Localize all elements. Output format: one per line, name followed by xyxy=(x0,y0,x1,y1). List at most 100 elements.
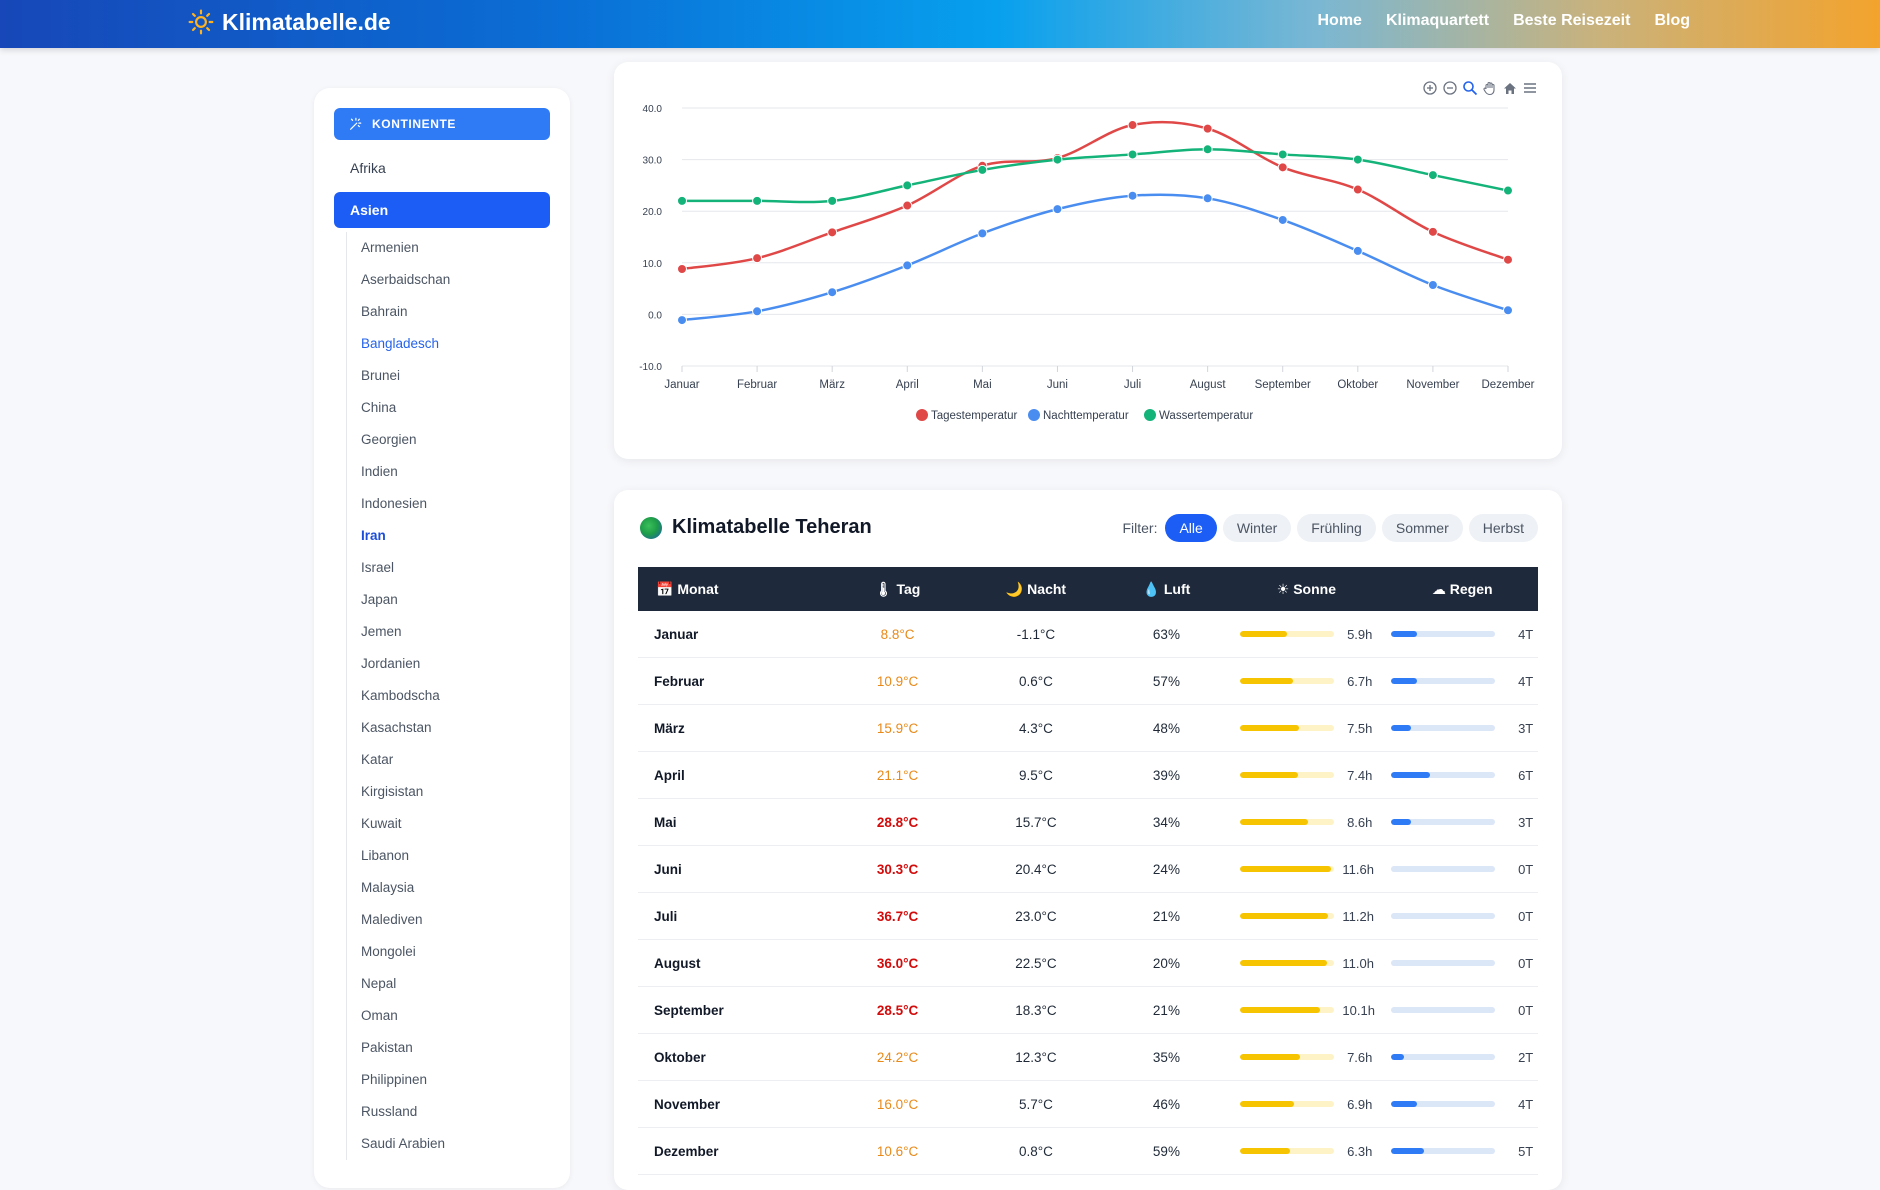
cell-month: Oktober xyxy=(638,1033,830,1081)
cell-rain: 5T xyxy=(1386,1127,1538,1175)
country-item-israel[interactable]: Israel xyxy=(361,560,395,575)
data-point-nachttemperatur xyxy=(1352,245,1363,256)
col-monat: 📅 Monat xyxy=(638,567,830,611)
cell-humidity: 59% xyxy=(1106,1127,1227,1175)
cell-month: April xyxy=(638,751,830,799)
country-item-bahrain[interactable]: Bahrain xyxy=(361,304,408,319)
data-point-nachttemperatur xyxy=(1277,214,1288,225)
sun-hours: 7.6h xyxy=(1347,1049,1373,1065)
cell-humidity: 39% xyxy=(1106,751,1227,799)
sun-bar-fill xyxy=(1240,819,1308,825)
country-item-nepal[interactable]: Nepal xyxy=(361,976,397,991)
country-item-kuwait[interactable]: Kuwait xyxy=(361,816,402,831)
country-item-kambodscha[interactable]: Kambodscha xyxy=(361,688,440,703)
country-item-jemen[interactable]: Jemen xyxy=(361,624,402,639)
country-item-georgien[interactable]: Georgien xyxy=(361,432,417,447)
sun-icon: ☀ xyxy=(1276,580,1290,597)
country-item-jordanien[interactable]: Jordanien xyxy=(361,656,421,671)
site-logo[interactable]: Klimatabelle.de xyxy=(188,0,391,44)
data-point-tagestemperatur xyxy=(677,263,687,274)
cell-humidity: 34% xyxy=(1106,798,1227,846)
sun-hours: 6.7h xyxy=(1347,673,1373,689)
cell-humidity: 24% xyxy=(1106,845,1227,893)
data-point-nachttemperatur xyxy=(1427,279,1438,290)
rain-days: 3T xyxy=(1518,720,1534,736)
zoom-out-icon[interactable] xyxy=(1442,80,1458,96)
nav-beste-reisezeit[interactable]: Beste Reisezeit xyxy=(1513,12,1631,29)
selection-zoom-icon[interactable] xyxy=(1462,80,1478,96)
series-line-wassertemperatur xyxy=(681,148,1509,204)
cell-day-temp: 8.8°C xyxy=(829,611,966,658)
country-item-armenien[interactable]: Armenien xyxy=(361,240,419,255)
cell-month: September xyxy=(638,986,830,1034)
table-row: August 36.0°C 22.5°C 20% 11.0h 0T xyxy=(638,939,1538,987)
filter-sommer[interactable]: Sommer xyxy=(1381,514,1463,542)
cell-night-temp: -1.1°C xyxy=(965,611,1107,658)
cell-day-temp: 10.9°C xyxy=(829,657,966,705)
rain-bar-fill xyxy=(1391,1054,1405,1060)
country-item-kasachstan[interactable]: Kasachstan xyxy=(361,720,432,735)
country-item-iran[interactable]: Iran xyxy=(361,528,386,543)
sun-bar-fill xyxy=(1240,725,1300,731)
cell-night-temp: 20.4°C xyxy=(965,845,1107,893)
data-point-wassertemperatur xyxy=(1202,144,1213,155)
country-item-russland[interactable]: Russland xyxy=(361,1104,418,1119)
menu-icon[interactable] xyxy=(1522,80,1538,96)
table-title-text: Klimatabelle Teheran xyxy=(672,516,872,538)
country-item-katar[interactable]: Katar xyxy=(361,752,394,767)
country-item-kirgisistan[interactable]: Kirgisistan xyxy=(361,784,424,799)
globe-icon xyxy=(640,516,662,539)
pan-hand-icon[interactable] xyxy=(1482,80,1498,96)
col-luft: 💧 Luft xyxy=(1107,567,1227,611)
cell-humidity: 57% xyxy=(1106,657,1227,705)
nav-blog[interactable]: Blog xyxy=(1654,12,1690,29)
rain-days: 3T xyxy=(1518,814,1534,830)
nav-klimaquartett[interactable]: Klimaquartett xyxy=(1385,12,1490,29)
country-item-aserbaidschan[interactable]: Aserbaidschan xyxy=(361,272,451,287)
country-item-pakistan[interactable]: Pakistan xyxy=(361,1040,413,1055)
country-item-libanon[interactable]: Libanon xyxy=(361,848,410,863)
continent-asien[interactable]: Asien xyxy=(334,192,550,228)
country-item-bangladesch[interactable]: Bangladesch xyxy=(361,336,440,351)
rain-days: 4T xyxy=(1518,673,1534,689)
data-point-tagestemperatur xyxy=(902,200,913,211)
home-reset-icon[interactable] xyxy=(1502,80,1518,96)
rain-bar xyxy=(1391,960,1496,966)
cell-month: März xyxy=(638,704,830,752)
continent-afrika[interactable]: Afrika xyxy=(334,150,550,186)
filter-winter[interactable]: Winter xyxy=(1222,514,1292,542)
cell-day-temp: 28.8°C xyxy=(829,798,966,846)
country-item-philippinen[interactable]: Philippinen xyxy=(361,1072,428,1087)
rain-bar-fill xyxy=(1391,1148,1424,1154)
country-item-saudi-arabien[interactable]: Saudi Arabien xyxy=(361,1136,446,1151)
country-item-indien[interactable]: Indien xyxy=(361,464,398,479)
country-item-mongolei[interactable]: Mongolei xyxy=(361,944,416,959)
country-item-china[interactable]: China xyxy=(361,400,397,415)
continents-header-button[interactable]: KONTINENTE xyxy=(334,108,550,140)
sun-hours: 11.2h xyxy=(1342,908,1374,924)
country-item-malaysia[interactable]: Malaysia xyxy=(361,880,415,895)
country-item-indonesien[interactable]: Indonesien xyxy=(361,496,428,511)
cell-day-temp: 24.2°C xyxy=(829,1033,966,1081)
country-item-japan[interactable]: Japan xyxy=(361,592,398,607)
rain-bar xyxy=(1391,772,1496,778)
cell-humidity: 48% xyxy=(1106,704,1227,752)
cell-night-temp: 23.0°C xyxy=(965,892,1107,940)
data-point-wassertemperatur xyxy=(1052,154,1063,165)
cell-night-temp: 0.8°C xyxy=(965,1127,1107,1175)
chart-toolbar xyxy=(1422,80,1538,96)
zoom-in-icon[interactable] xyxy=(1422,80,1438,96)
sun-hours: 10.1h xyxy=(1342,1002,1375,1018)
col-label: Tag xyxy=(896,580,921,597)
country-item-oman[interactable]: Oman xyxy=(361,1008,398,1023)
col-label: Luft xyxy=(1163,580,1191,597)
nav-home[interactable]: Home xyxy=(1317,12,1362,29)
sun-bar-fill xyxy=(1240,1101,1295,1107)
filter-alle[interactable]: Alle xyxy=(1165,514,1217,542)
country-item-malediven[interactable]: Malediven xyxy=(361,912,423,927)
filter-frühling[interactable]: Frühling xyxy=(1297,514,1376,542)
filter-herbst[interactable]: Herbst xyxy=(1468,514,1538,542)
legend-label: Nachttemperatur xyxy=(1043,410,1129,422)
country-item-brunei[interactable]: Brunei xyxy=(361,368,401,383)
cell-night-temp: 0.6°C xyxy=(965,657,1107,705)
